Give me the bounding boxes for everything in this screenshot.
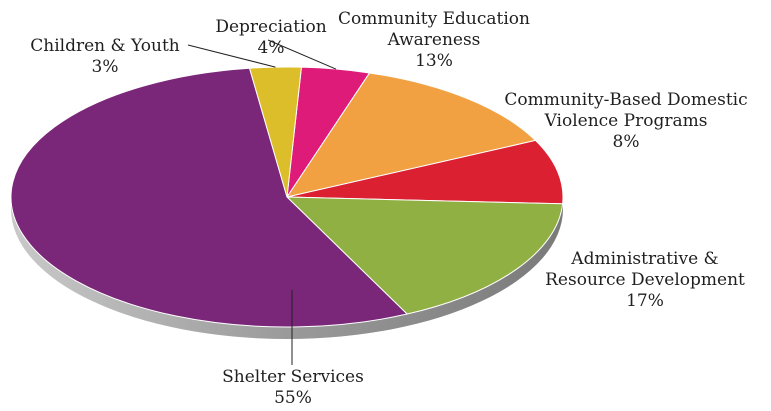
slice-label-administrative-name-1: Administrative & [571, 249, 719, 269]
pie-slice-community-based-domestic-violence-programs [286, 139, 564, 205]
leader-line-depreciation [267, 39, 337, 70]
slice-label-domestic-violence-name-1: Community-Based Domestic [504, 90, 748, 110]
slice-label-shelter-services-value: 55% [274, 388, 312, 408]
slice-label-shelter-services-name: Shelter Services [222, 367, 364, 387]
slice-label-children-youth-value: 3% [91, 57, 119, 77]
slice-label-community-education-name-1: Community Education [337, 9, 530, 29]
slice-label-children-youth: Children & Youth 3% [30, 36, 180, 78]
pie-slices [10, 66, 564, 328]
slice-label-administrative-value: 17% [626, 291, 664, 311]
slice-label-administrative-name-2: Resource Development [545, 270, 745, 290]
slice-label-children-youth-name: Children & Youth [30, 36, 180, 56]
pie-slice-administrative-resource-development [285, 196, 564, 315]
slice-label-domestic-violence-name-2: Violence Programs [544, 111, 708, 131]
slice-label-community-education-value: 13% [415, 51, 453, 71]
pie-slice-shelter-services [10, 67, 409, 328]
slice-label-domestic-violence: Community-Based Domestic Violence Progra… [494, 90, 758, 153]
slice-label-community-education: Community Education Awareness 13% [329, 9, 539, 72]
leader-line-children-youth [187, 44, 276, 68]
slice-label-depreciation-name: Depreciation [215, 17, 327, 37]
slice-label-depreciation: Depreciation 4% [209, 17, 333, 59]
slice-label-community-education-name-2: Awareness [387, 30, 481, 50]
pie-slice-community-education-awareness [285, 72, 537, 198]
slice-label-shelter-services: Shelter Services 55% [208, 367, 378, 409]
slice-label-administrative: Administrative & Resource Development 17… [538, 249, 752, 312]
leader-lines [187, 39, 337, 365]
slice-label-depreciation-value: 4% [257, 38, 285, 58]
slice-label-domestic-violence-value: 8% [612, 132, 640, 152]
